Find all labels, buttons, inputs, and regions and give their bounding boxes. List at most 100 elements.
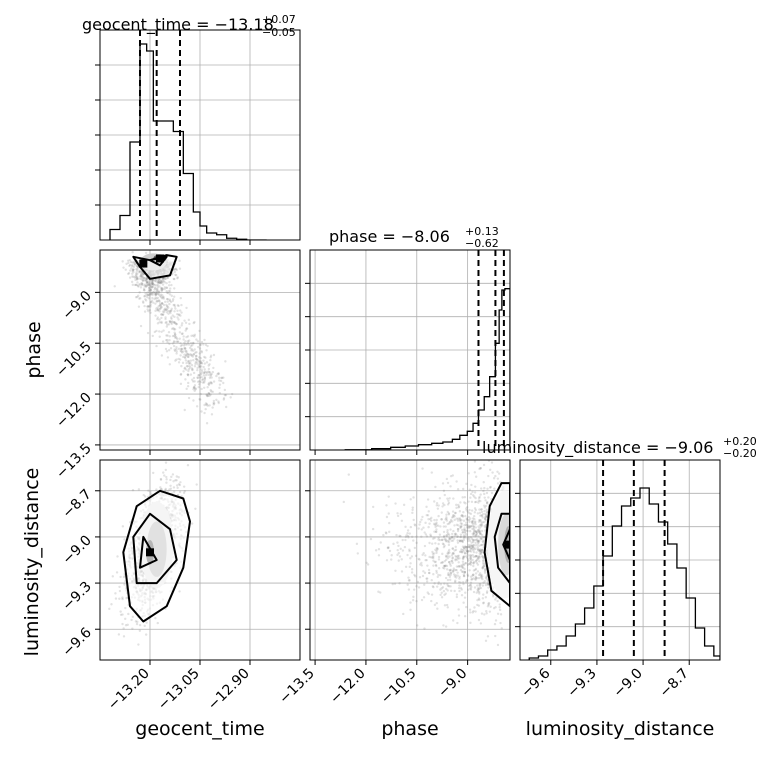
sample-point xyxy=(151,285,154,289)
sample-point xyxy=(449,572,452,575)
sample-point xyxy=(467,472,470,475)
sample-point xyxy=(146,280,149,284)
sample-point xyxy=(492,595,495,598)
sample-point xyxy=(451,561,454,565)
sample-point xyxy=(445,555,448,559)
sample-point xyxy=(175,322,178,326)
sample-point xyxy=(429,534,433,538)
sample-point xyxy=(457,517,460,520)
sample-point xyxy=(195,405,199,408)
sample-point xyxy=(162,277,166,280)
sample-point xyxy=(440,538,444,542)
sample-point xyxy=(461,515,465,518)
sample-point xyxy=(145,279,148,282)
sample-point xyxy=(463,552,467,555)
sample-point xyxy=(466,573,469,576)
sample-point xyxy=(205,403,208,407)
sample-point xyxy=(160,288,163,292)
sample-point xyxy=(476,584,479,587)
sample-point xyxy=(469,621,472,625)
sample-point xyxy=(205,371,209,375)
sample-point xyxy=(447,533,451,537)
sample-point xyxy=(475,559,478,562)
sample-point xyxy=(124,624,128,627)
sample-point xyxy=(465,547,468,551)
sample-point xyxy=(202,374,206,377)
sample-point xyxy=(463,524,466,527)
panel-2d-geocent-time-phase xyxy=(95,249,301,455)
sample-point xyxy=(140,277,144,280)
sample-point xyxy=(187,367,191,371)
sample-point xyxy=(417,527,420,530)
sample-point xyxy=(160,302,164,305)
sample-point xyxy=(460,564,463,567)
sample-point xyxy=(172,303,175,307)
sample-point xyxy=(480,573,483,577)
sample-point xyxy=(127,261,130,265)
sample-point xyxy=(437,573,440,577)
sample-point xyxy=(472,531,476,534)
sample-point xyxy=(212,353,216,357)
sample-point xyxy=(200,362,204,365)
sample-point xyxy=(413,546,417,550)
sample-point xyxy=(118,589,122,593)
sample-point xyxy=(484,512,487,516)
sample-point xyxy=(486,580,490,583)
sample-point xyxy=(162,303,166,307)
sample-point xyxy=(157,280,160,283)
sample-point xyxy=(186,340,190,343)
sample-point xyxy=(399,534,402,538)
sample-point xyxy=(192,385,196,389)
sample-point xyxy=(181,332,184,335)
sample-point xyxy=(456,571,459,574)
sample-point xyxy=(491,471,494,474)
sample-point xyxy=(479,536,482,540)
sample-point xyxy=(459,535,462,539)
sample-point xyxy=(448,521,451,524)
sample-point xyxy=(149,284,152,287)
panel-2d-phase-luminosity-distance xyxy=(305,459,511,665)
sample-point xyxy=(141,275,144,278)
sample-point xyxy=(130,267,133,270)
sample-point xyxy=(466,526,469,530)
sample-point xyxy=(466,545,469,549)
sample-point xyxy=(442,545,446,549)
sample-point xyxy=(148,308,152,312)
sample-point xyxy=(207,392,211,395)
sample-point xyxy=(157,291,161,294)
sample-point xyxy=(415,535,418,538)
sample-point xyxy=(192,399,195,402)
sample-point xyxy=(166,300,169,303)
sample-point xyxy=(174,335,177,338)
ylabel-luminosity-distance: luminosity_distance xyxy=(21,468,43,657)
sample-point xyxy=(203,403,206,407)
sample-point xyxy=(443,493,447,497)
sample-point xyxy=(108,607,111,611)
sample-point xyxy=(165,307,168,311)
sample-point xyxy=(477,539,480,543)
sample-point xyxy=(485,590,489,593)
sample-point xyxy=(474,535,477,538)
sample-point xyxy=(188,346,192,350)
sample-point xyxy=(138,271,142,274)
sample-point xyxy=(477,597,481,600)
sample-point xyxy=(478,530,481,533)
panel-hist-geocent-time xyxy=(95,29,301,245)
sample-point xyxy=(469,557,473,560)
sample-point xyxy=(432,552,436,555)
sample-point xyxy=(494,606,497,609)
sample-point xyxy=(200,371,203,375)
sample-point xyxy=(215,398,218,402)
sample-point xyxy=(180,364,183,368)
sample-point xyxy=(132,270,135,274)
title-phase-lower: −0.62 xyxy=(465,237,499,250)
sample-point xyxy=(452,537,456,540)
sample-point xyxy=(475,533,478,537)
sample-point xyxy=(185,335,188,339)
sample-point xyxy=(154,302,157,305)
sample-point xyxy=(471,549,475,552)
sample-point xyxy=(166,323,169,326)
sample-point xyxy=(148,288,151,292)
sample-point xyxy=(173,349,177,352)
sample-point xyxy=(489,486,492,489)
